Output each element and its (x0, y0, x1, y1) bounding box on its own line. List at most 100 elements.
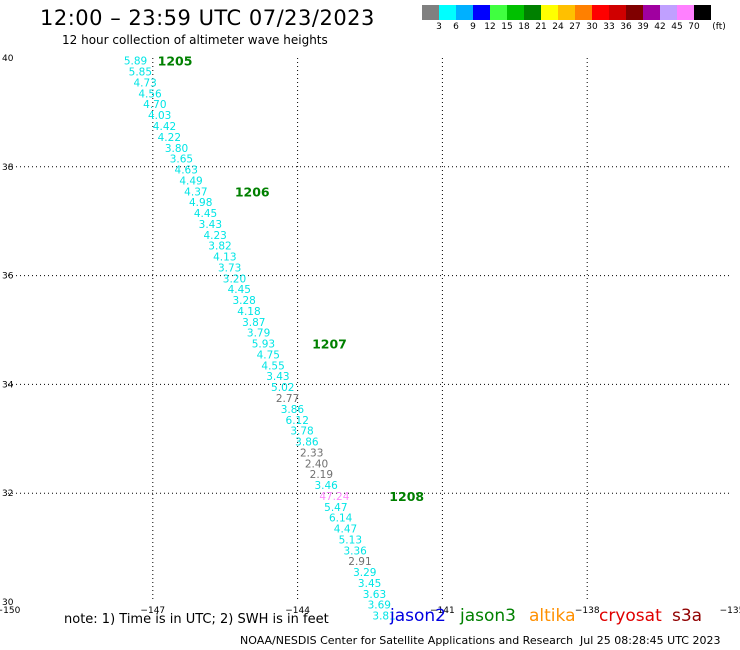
lon-tick-label: −135 (720, 606, 740, 616)
swh-value: 4.73 (133, 77, 156, 89)
swh-value: 6.12 (286, 415, 309, 427)
colorbar-tick-label: 3 (436, 22, 442, 32)
colorbar-tick-label: 36 (620, 22, 632, 32)
colorbar-swatch (609, 5, 626, 20)
colorbar-swatch (660, 5, 677, 20)
swh-value: 2.33 (300, 447, 323, 459)
colorbar-swatch (626, 5, 643, 20)
colorbar (422, 5, 711, 20)
lon-tick-label: −138 (575, 606, 600, 616)
colorbar-tick-label: 18 (518, 22, 530, 32)
colorbar-tick-label: 27 (569, 22, 581, 32)
swh-value: 4.03 (148, 110, 171, 122)
swh-value: 6.14 (329, 513, 353, 525)
lat-tick-label: 38 (2, 163, 14, 173)
swh-value: 3.80 (165, 143, 188, 155)
page-subtitle: 12 hour collection of altimeter wave hei… (62, 33, 328, 47)
swh-value: 3.63 (363, 589, 386, 601)
swh-value: 3.86 (281, 404, 305, 416)
swh-value: 4.45 (194, 208, 217, 220)
footer-note: note: 1) Time is in UTC; 2) SWH is in fe… (64, 612, 329, 627)
swh-value: 47.24 (319, 491, 349, 503)
colorbar-tick-label: 9 (470, 22, 476, 32)
track-label: 1206 (235, 184, 270, 199)
colorbar-tick-label: 45 (671, 22, 683, 32)
swh-value: 3.79 (247, 328, 270, 340)
colorbar-swatch (490, 5, 507, 20)
colorbar-tick-label: 30 (586, 22, 598, 32)
mission-jason3: jason3 (460, 606, 516, 626)
swh-value: 4.18 (237, 306, 260, 318)
swh-value: 5.13 (339, 534, 362, 546)
colorbar-tick-label: 12 (484, 22, 496, 32)
colorbar-swatch (473, 5, 490, 20)
swh-value: 4.13 (213, 252, 236, 264)
swh-value: 3.20 (223, 273, 246, 285)
colorbar-tick-label: 42 (654, 22, 666, 32)
swh-value: 2.91 (348, 556, 371, 568)
swh-value: 4.49 (179, 175, 202, 187)
generated-timestamp: Jul 25 08:28:45 UTC 2023 (580, 634, 721, 647)
swh-value: 2.40 (305, 458, 328, 470)
swh-value: 3.43 (266, 371, 289, 383)
colorbar-swatch (439, 5, 456, 20)
lon-tick-label: −147 (140, 606, 165, 616)
swh-value: 3.65 (170, 154, 193, 166)
track-label: 1207 (312, 337, 347, 352)
colorbar-tick-label: 24 (552, 22, 564, 32)
swh-value: 4.22 (158, 132, 181, 144)
colorbar-swatch (456, 5, 473, 20)
colorbar-swatch (524, 5, 541, 20)
page-title: 12:00 – 23:59 UTC 07/23/2023 (40, 6, 375, 30)
swh-value: 3.86 (295, 437, 319, 449)
swh-value: 2.77 (276, 393, 299, 405)
swh-value: 3.43 (199, 219, 222, 231)
swh-value: 4.45 (228, 284, 251, 296)
swh-value: 4.55 (261, 360, 284, 372)
mission-jason2: jason2 (390, 606, 446, 626)
colorbar-swatch (507, 5, 524, 20)
mission-cryosat: cryosat (599, 606, 662, 626)
swh-value: 5.85 (129, 67, 152, 79)
swh-value: 4.70 (143, 99, 166, 111)
credit-text: NOAA/NESDIS Center for Satellite Applica… (240, 634, 574, 647)
lat-tick-label: 30 (2, 598, 14, 608)
lat-tick-label: 40 (2, 54, 14, 64)
colorbar-swatch (575, 5, 592, 20)
colorbar-swatch (643, 5, 660, 20)
lat-tick-label: 32 (2, 489, 13, 499)
colorbar-tick-label: 33 (603, 22, 615, 32)
track-label: 1208 (389, 489, 424, 504)
swh-value: 4.23 (203, 230, 226, 242)
colorbar-swatch (422, 5, 439, 20)
swh-value: 3.87 (242, 317, 265, 329)
swh-value: 5.02 (271, 382, 294, 394)
colorbar-tick-label: 39 (637, 22, 649, 32)
swh-value: 4.56 (138, 88, 162, 100)
swh-value: 4.37 (184, 186, 207, 198)
swh-value: 3.28 (232, 295, 255, 307)
swh-value: 4.98 (189, 197, 212, 209)
swh-value: 5.89 (124, 56, 147, 68)
mission-altika: altika (529, 606, 576, 626)
lon-tick-label: −150 (0, 606, 21, 616)
lon-tick-label: −141 (430, 606, 455, 616)
colorbar-tick-label: 21 (535, 22, 547, 32)
swh-value: 5.47 (324, 502, 347, 514)
swh-value: 3.78 (290, 426, 313, 438)
colorbar-swatch (592, 5, 609, 20)
track-label: 1205 (158, 54, 193, 69)
colorbar-swatch (677, 5, 694, 20)
colorbar-tick-label: 6 (453, 22, 459, 32)
lat-tick-label: 34 (2, 380, 14, 390)
swh-value: 3.29 (353, 567, 376, 579)
swh-value: 4.75 (257, 349, 280, 361)
swh-value: 4.47 (334, 524, 357, 536)
colorbar-swatch (558, 5, 575, 20)
swh-value: 3.46 (314, 480, 338, 492)
swh-value: 3.45 (358, 578, 381, 590)
swh-value: 3.36 (343, 545, 367, 557)
lat-tick-label: 36 (2, 272, 14, 282)
swh-value: 4.42 (153, 121, 176, 133)
